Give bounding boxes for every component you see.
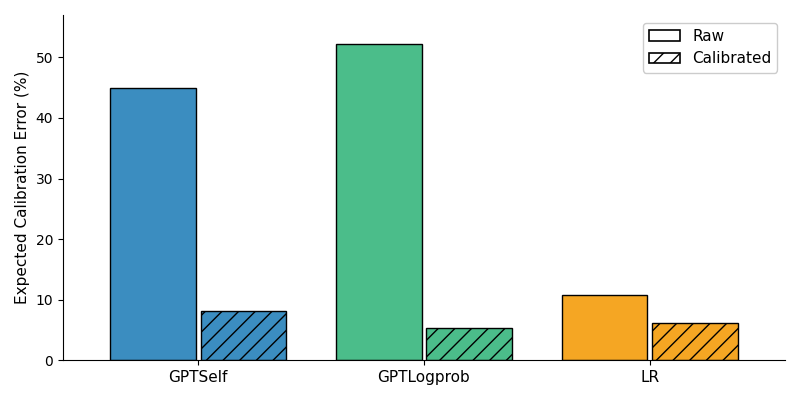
Bar (426, 328, 512, 360)
Bar (652, 323, 738, 360)
Y-axis label: Expected Calibration Error (%): Expected Calibration Error (%) (15, 71, 30, 304)
Legend: Raw, Calibrated: Raw, Calibrated (643, 23, 778, 72)
Bar (336, 44, 422, 360)
Bar (201, 311, 286, 360)
Bar (562, 296, 647, 360)
Bar (110, 88, 196, 360)
